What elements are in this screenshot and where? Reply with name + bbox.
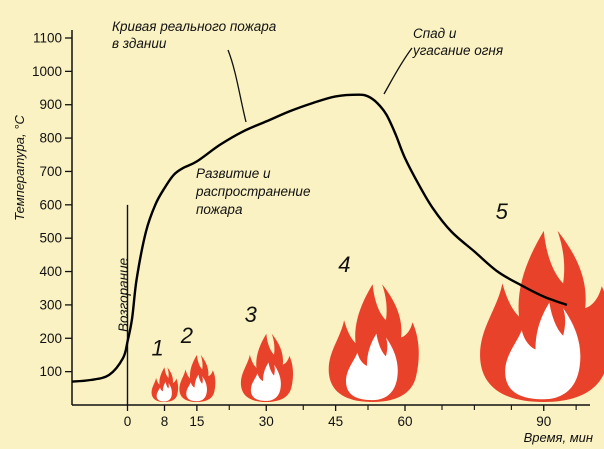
stage-label-3: 3	[245, 302, 258, 327]
annotation-ignition: Возгорание	[116, 258, 131, 332]
flame-1	[151, 367, 179, 402]
x-tick-label-90: 90	[536, 414, 551, 429]
annotation-decay-pointer	[383, 47, 413, 95]
flames-layer	[151, 230, 604, 402]
y-tick-label-1000: 1000	[32, 64, 62, 79]
stage-label-2: 2	[180, 323, 193, 348]
x-axis-label: Время, мин	[524, 430, 593, 445]
annotation-real-fire: Кривая реального пожара в здании	[112, 19, 280, 51]
flame-2	[179, 354, 216, 402]
y-tick-label-800: 800	[39, 131, 62, 146]
y-tick-label-600: 600	[39, 197, 62, 212]
temperature-curve	[71, 93, 568, 383]
x-ticks: 0 8 15 30 45 60 90	[124, 405, 577, 429]
y-axis-label: Температура, °С	[12, 115, 27, 221]
flame-5	[480, 230, 604, 402]
flame-4	[328, 284, 419, 402]
annotation-real-fire-pointer	[227, 49, 247, 123]
flame-3	[240, 333, 294, 402]
y-tick-label-500: 500	[39, 231, 62, 246]
y-tick-label-900: 900	[39, 97, 62, 112]
annotation-development: Развитие и распространение пожара	[195, 166, 314, 217]
curve-layer	[71, 93, 568, 383]
y-tick-label-300: 300	[39, 297, 62, 312]
annotation-decay: Спад и угасание огня	[412, 26, 503, 58]
x-tick-label-60: 60	[397, 414, 412, 429]
y-ticks: 100 200 300 400 500 600 700 800 900 1000 1100	[32, 31, 72, 379]
stage-label-4: 4	[338, 252, 350, 277]
stage-label-5: 5	[496, 199, 509, 224]
y-tick-label-1100: 1100	[33, 31, 62, 46]
x-tick-label-8: 8	[161, 414, 169, 429]
y-tick-label-400: 400	[39, 264, 62, 279]
y-tick-label-100: 100	[39, 364, 62, 379]
y-tick-label-700: 700	[39, 164, 62, 179]
x-tick-label-30: 30	[259, 414, 274, 429]
stage-labels: 1 2 3 4 5	[152, 199, 509, 360]
y-tick-label-200: 200	[39, 331, 62, 346]
x-tick-label-15: 15	[189, 414, 204, 429]
x-tick-label-45: 45	[328, 414, 343, 429]
x-tick-label-0: 0	[124, 414, 132, 429]
axes	[71, 30, 590, 406]
stage-label-1: 1	[152, 335, 164, 360]
